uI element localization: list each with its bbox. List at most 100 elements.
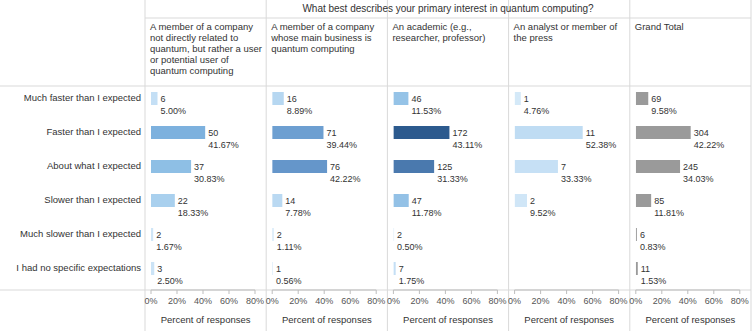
tick-mark	[151, 290, 152, 294]
tick-label: 0%	[508, 296, 521, 306]
count-label: 69	[651, 94, 661, 104]
tick-label: 0%	[266, 296, 279, 306]
category-label: Slower than I expected	[44, 194, 141, 205]
tick-label: 60%	[220, 296, 238, 306]
tick-label: 80%	[246, 296, 264, 306]
tick-mark	[324, 290, 325, 294]
percent-label: 9.58%	[651, 106, 677, 116]
percent-label: 0.56%	[276, 276, 302, 286]
percent-label: 1.53%	[641, 276, 667, 286]
bar	[636, 194, 651, 207]
tick-label: 20%	[289, 296, 307, 306]
chart-title: What best describes your primary interes…	[302, 3, 594, 14]
tick-label: 80%	[610, 296, 628, 306]
body-top-rule	[0, 86, 751, 87]
bar	[393, 160, 434, 173]
tick-label: 20%	[168, 296, 186, 306]
count-label: 47	[412, 196, 422, 206]
tick-label: 80%	[367, 296, 385, 306]
bar	[636, 126, 691, 139]
category-label: Much slower than I expected	[20, 228, 141, 239]
count-label: 50	[208, 128, 218, 138]
bar	[272, 126, 323, 139]
count-label: 1	[524, 94, 529, 104]
percent-label: 9.52%	[530, 208, 556, 218]
tick-label: 20%	[532, 296, 550, 306]
bar	[393, 228, 394, 241]
tick-mark	[540, 290, 541, 294]
percent-label: 52.38%	[586, 140, 617, 150]
count-label: 22	[178, 196, 188, 206]
percent-label: 18.33%	[178, 208, 209, 218]
panel-header: A member of a companywhose main business…	[270, 21, 374, 54]
panel-header: A member of a companynot directly relate…	[150, 21, 262, 76]
category-label: Faster than I expected	[46, 126, 141, 137]
bar	[272, 160, 327, 173]
percent-label: 1.11%	[277, 242, 302, 252]
count-label: 14	[285, 196, 295, 206]
axis-title: Percent of responses	[282, 314, 372, 325]
axis-title: Percent of responses	[646, 314, 736, 325]
count-label: 125	[437, 162, 452, 172]
tick-mark	[713, 290, 714, 294]
count-label: 7	[399, 264, 404, 274]
count-label: 37	[194, 162, 204, 172]
tick-label: 20%	[653, 296, 671, 306]
panel-divider	[266, 0, 267, 331]
count-label: 172	[452, 128, 467, 138]
axis-title: Percent of responses	[403, 314, 493, 325]
tick-label: 80%	[731, 296, 749, 306]
count-label: 2	[530, 196, 535, 206]
tick-mark	[393, 290, 394, 294]
percent-label: 41.67%	[208, 140, 239, 150]
tick-label: 60%	[584, 296, 602, 306]
tick-label: 20%	[410, 296, 428, 306]
count-label: 6	[640, 230, 645, 240]
percent-label: 42.22%	[694, 140, 725, 150]
count-label: 2	[277, 230, 282, 240]
bar	[151, 160, 191, 173]
count-label: 16	[287, 94, 297, 104]
tick-mark	[661, 290, 662, 294]
panel-divider	[145, 0, 146, 331]
bar	[151, 262, 154, 275]
tick-mark	[272, 290, 273, 294]
tick-label: 80%	[488, 296, 506, 306]
percent-label: 8.89%	[287, 106, 313, 116]
axis-title: Percent of responses	[524, 314, 614, 325]
bar	[272, 92, 284, 105]
percent-label: 1.75%	[399, 276, 425, 286]
axis-title: Percent of responses	[161, 314, 251, 325]
bar	[272, 262, 273, 275]
tick-label: 60%	[705, 296, 723, 306]
percent-label: 30.83%	[194, 174, 225, 184]
tick-label: 40%	[194, 296, 212, 306]
bar	[393, 92, 408, 105]
bar	[393, 262, 395, 275]
tick-label: 60%	[462, 296, 480, 306]
percent-label: 0.83%	[640, 242, 666, 252]
bar	[272, 194, 282, 207]
category-label: I had no specific expectations	[16, 262, 141, 273]
panel-divider	[387, 0, 388, 331]
bar	[393, 194, 408, 207]
percent-label: 11.53%	[411, 106, 441, 116]
tick-mark	[635, 290, 636, 294]
bar	[151, 228, 153, 241]
panel-divider	[751, 0, 752, 331]
percent-label: 11.78%	[412, 208, 442, 218]
count-label: 2	[397, 230, 402, 240]
percent-label: 43.11%	[452, 140, 482, 150]
count-label: 76	[330, 162, 340, 172]
bars	[272, 92, 327, 275]
tick-mark	[514, 290, 515, 294]
tick-mark	[445, 290, 446, 294]
bar	[272, 228, 273, 241]
tick-mark	[255, 290, 256, 294]
tick-mark	[592, 290, 593, 294]
tick-mark	[419, 290, 420, 294]
panel-divider	[508, 0, 509, 331]
count-label: 11	[586, 128, 595, 138]
bar	[636, 228, 637, 241]
tick-mark	[229, 290, 230, 294]
